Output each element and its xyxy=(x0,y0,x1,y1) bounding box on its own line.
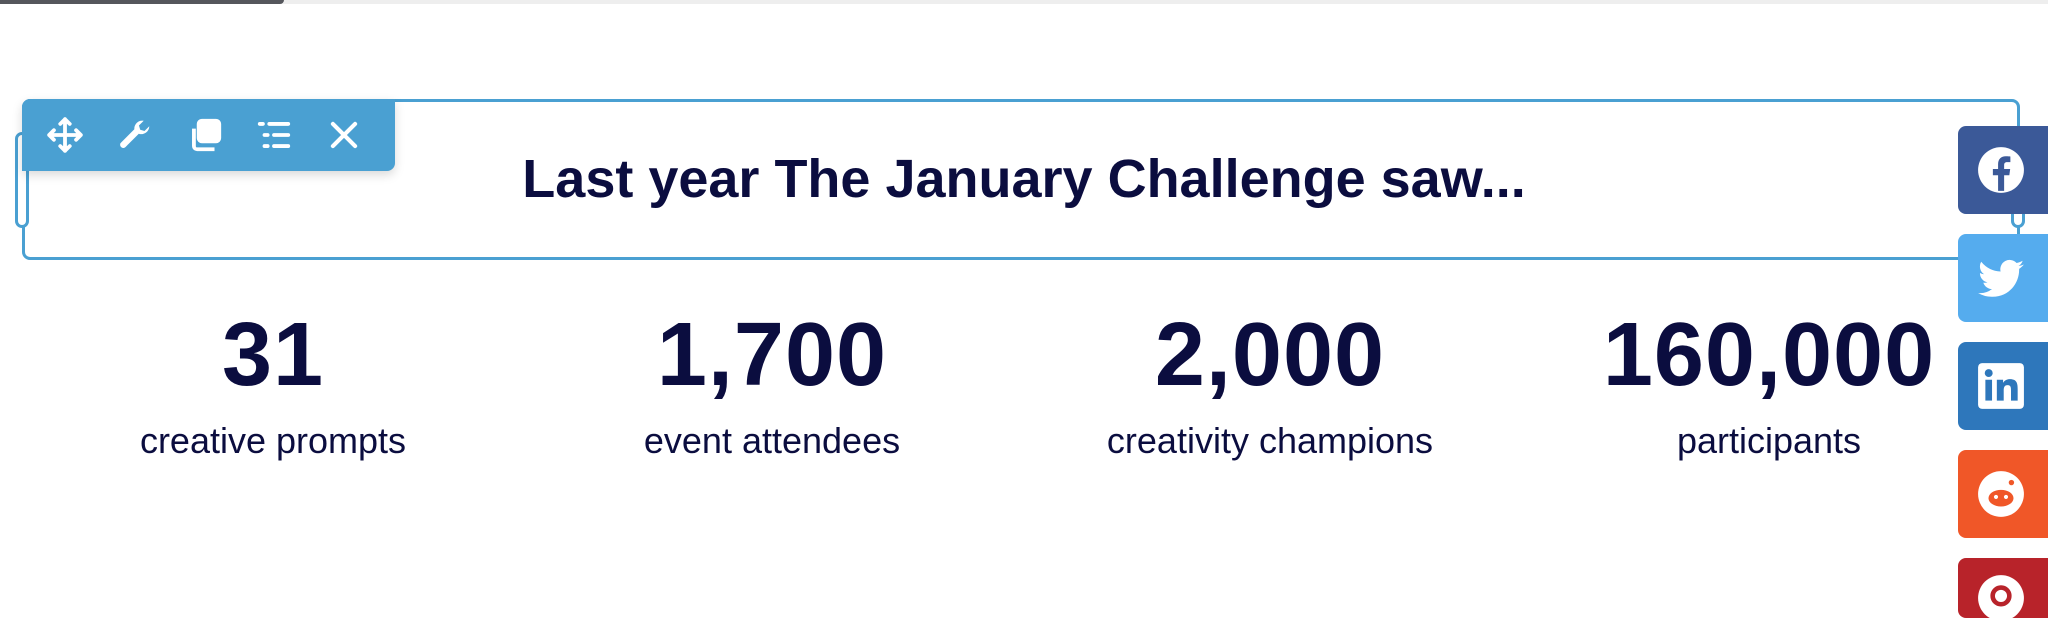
share-reddit-button[interactable] xyxy=(1958,450,2048,538)
twitter-icon xyxy=(1978,259,2024,297)
navigator-icon xyxy=(258,122,291,148)
stat-value: 1,700 xyxy=(656,305,888,405)
duplicate-button[interactable] xyxy=(186,99,256,171)
close-icon xyxy=(331,121,358,149)
share-pinterest-button[interactable] xyxy=(1958,558,2048,621)
move-button[interactable] xyxy=(46,99,116,171)
wrench-icon xyxy=(119,120,150,148)
builder-top-tab[interactable] xyxy=(0,0,284,4)
stat-champions: 2,000 creativity champions xyxy=(1020,305,1520,463)
section-heading: Last year The January Challenge saw... xyxy=(522,149,1526,209)
close-button[interactable] xyxy=(325,99,395,171)
navigator-button[interactable] xyxy=(255,99,325,171)
reddit-icon xyxy=(1978,471,2024,517)
stat-prompts: 31 creative prompts xyxy=(23,305,523,463)
stat-label: event attendees xyxy=(643,420,901,461)
stat-value: 2,000 xyxy=(1154,305,1386,405)
stat-participants: 160,000 participants xyxy=(1519,305,2019,463)
share-linkedin-button[interactable] xyxy=(1958,342,2048,430)
stat-label: creative prompts xyxy=(139,420,407,461)
top-border xyxy=(0,0,2048,4)
stat-value: 160,000 xyxy=(1602,305,1936,405)
move-icon xyxy=(47,117,83,153)
settings-button[interactable] xyxy=(116,99,186,171)
stat-attendees: 1,700 event attendees xyxy=(522,305,1022,463)
share-twitter-button[interactable] xyxy=(1958,234,2048,322)
stat-label: creativity champions xyxy=(1106,420,1434,461)
facebook-icon xyxy=(1978,147,2024,193)
stat-label: participants xyxy=(1676,420,1862,461)
share-facebook-button[interactable] xyxy=(1958,126,2048,214)
module-toolbar xyxy=(22,99,395,171)
linkedin-icon xyxy=(1978,363,2024,409)
pinterest-icon xyxy=(1978,575,2024,621)
stat-value: 31 xyxy=(221,305,325,405)
duplicate-icon xyxy=(191,118,221,152)
